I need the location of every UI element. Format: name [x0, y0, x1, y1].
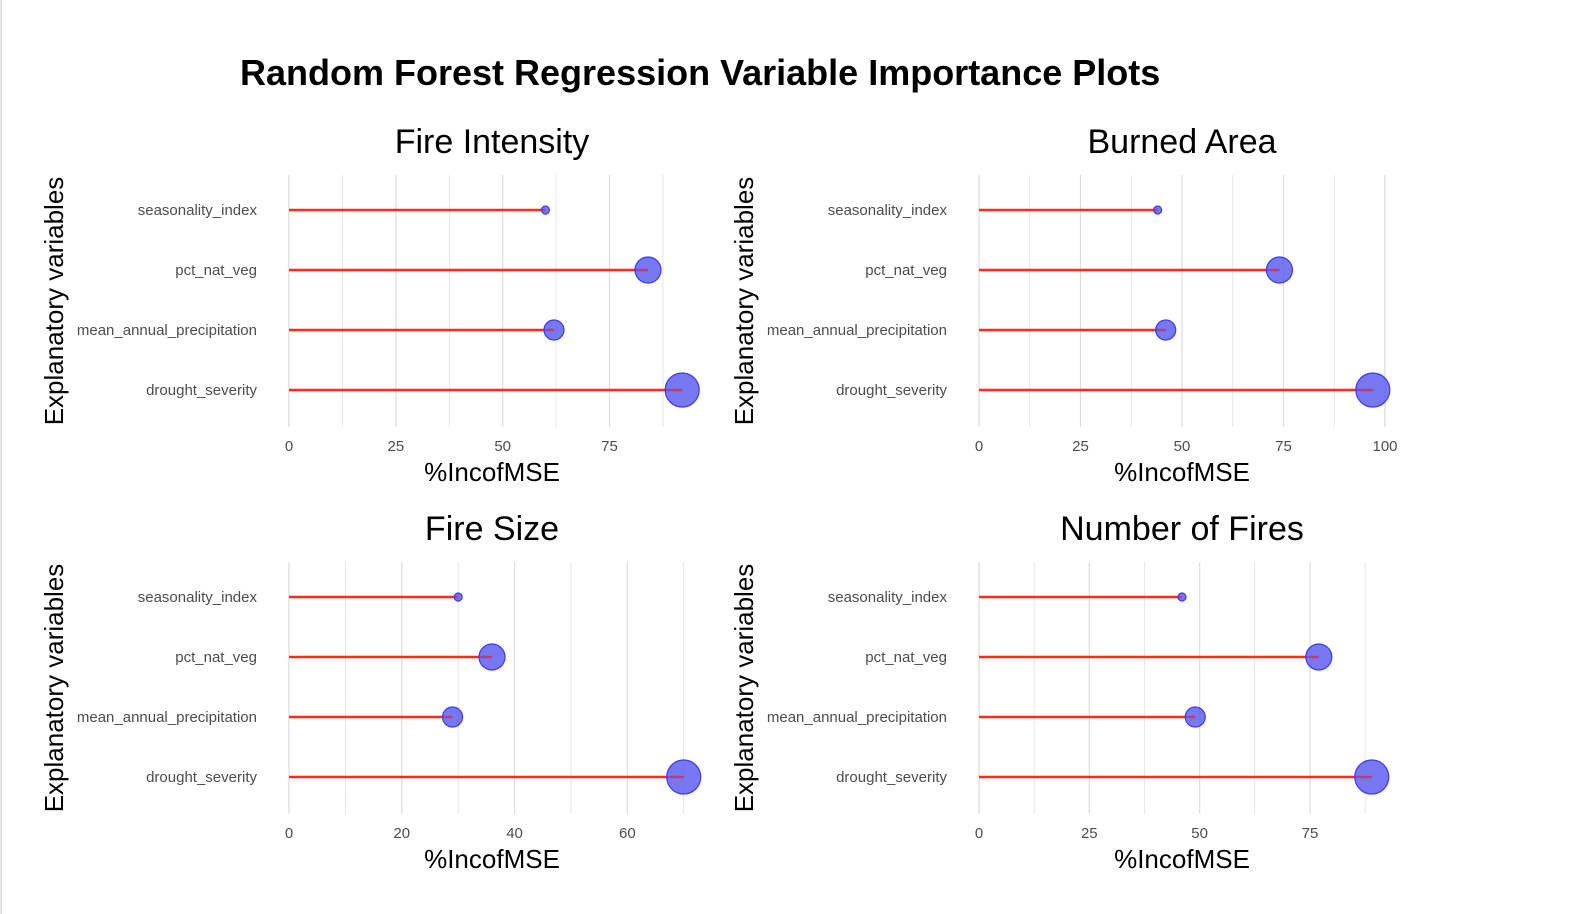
category-label: mean_annual_precipitation [77, 709, 257, 726]
category-label: pct_nat_veg [175, 649, 257, 666]
panel-title: Number of Fires [1060, 510, 1304, 548]
x-tick-label: 50 [1174, 438, 1191, 455]
category-label: pct_nat_veg [175, 262, 257, 279]
category-label: pct_nat_veg [865, 262, 947, 279]
left-edge-border [0, 0, 2, 914]
x-tick-label: 75 [1275, 438, 1292, 455]
x-axis-label: %IncofMSE [1114, 457, 1250, 487]
x-tick-label: 50 [494, 438, 511, 455]
category-label: seasonality_index [138, 589, 258, 606]
chart-panel-0: Fire Intensity Explanatory variables %Inco… [39, 123, 700, 487]
x-tick-label: 20 [393, 825, 410, 842]
x-tick-label: 0 [975, 438, 983, 455]
category-label: mean_annual_precipitation [767, 709, 947, 726]
category-label: mean_annual_precipitation [77, 322, 257, 339]
x-tick-label: 0 [285, 438, 293, 455]
x-tick-label: 100 [1372, 438, 1397, 455]
x-tick-label: 0 [975, 825, 983, 842]
category-label: seasonality_index [828, 202, 948, 219]
y-axis-label: Explanatory variables [39, 177, 69, 426]
category-label: seasonality_index [138, 202, 258, 219]
y-axis-label: Explanatory variables [729, 564, 759, 813]
panel-title: Burned Area [1087, 123, 1276, 161]
category-label: mean_annual_precipitation [767, 322, 947, 339]
panel-title: Fire Intensity [395, 123, 590, 161]
category-label: drought_severity [836, 382, 947, 399]
category-label: drought_severity [836, 769, 947, 786]
chart-panel-1: Burned Area Explanatory variables %IncofMS… [729, 123, 1398, 487]
x-axis-label: %IncofMSE [1114, 844, 1250, 874]
main-title: Random Forest Regression Variable Import… [240, 52, 1161, 93]
category-label: pct_nat_veg [865, 649, 947, 666]
y-axis-label: Explanatory variables [39, 564, 69, 813]
x-axis-label: %IncofMSE [424, 457, 560, 487]
x-tick-label: 75 [1302, 825, 1319, 842]
x-axis-label: %IncofMSE [424, 844, 560, 874]
x-tick-label: 40 [506, 825, 523, 842]
chart-panel-3: Number of Fires Explanatory variables %Inc… [729, 510, 1390, 874]
x-tick-label: 25 [1072, 438, 1089, 455]
chart-panel-2: Fire Size Explanatory variables %IncofMSE 0… [39, 510, 702, 874]
x-tick-label: 0 [285, 825, 293, 842]
x-tick-label: 50 [1191, 825, 1208, 842]
category-label: drought_severity [146, 382, 257, 399]
x-tick-label: 25 [1081, 825, 1098, 842]
x-tick-label: 25 [387, 438, 404, 455]
x-tick-label: 75 [601, 438, 618, 455]
panel-title: Fire Size [425, 510, 559, 548]
category-label: seasonality_index [828, 589, 948, 606]
category-label: drought_severity [146, 769, 257, 786]
y-axis-label: Explanatory variables [729, 177, 759, 426]
x-tick-label: 60 [619, 825, 636, 842]
